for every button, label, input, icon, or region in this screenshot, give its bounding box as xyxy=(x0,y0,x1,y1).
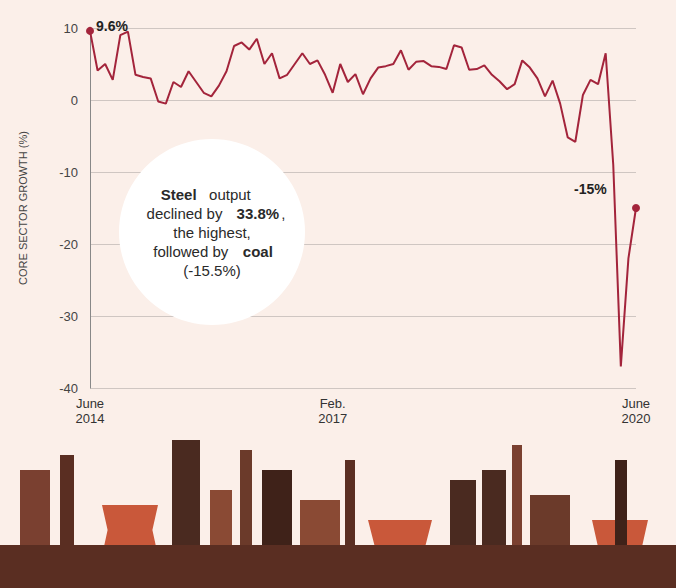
svg-text:9.6%: 9.6% xyxy=(96,18,128,34)
svg-text:-40: -40 xyxy=(59,381,78,396)
svg-text:-15%: -15% xyxy=(574,181,607,197)
svg-text:coal: coal xyxy=(243,243,273,260)
svg-text:2020: 2020 xyxy=(622,411,651,426)
svg-text:output: output xyxy=(205,186,255,203)
svg-text:-30: -30 xyxy=(59,309,78,324)
svg-text:-10: -10 xyxy=(59,165,78,180)
svg-text:June: June xyxy=(622,396,650,411)
svg-text:CORE SECTOR GROWTH (%): CORE SECTOR GROWTH (%) xyxy=(17,131,29,285)
svg-text:33.8%: 33.8% xyxy=(237,205,280,222)
svg-text:2014: 2014 xyxy=(76,411,105,426)
svg-text:,: , xyxy=(281,205,285,222)
svg-text:-20: -20 xyxy=(59,237,78,252)
svg-text:June: June xyxy=(76,396,104,411)
svg-text:(-15.5%): (-15.5%) xyxy=(183,262,241,279)
svg-text:2017: 2017 xyxy=(318,411,347,426)
svg-text:declined by: declined by xyxy=(147,205,227,222)
svg-text:Steel: Steel xyxy=(161,186,197,203)
svg-text:0: 0 xyxy=(71,93,78,108)
svg-text:the highest,: the highest, xyxy=(169,224,255,241)
svg-text:followed by: followed by xyxy=(153,243,232,260)
svg-text:Feb.: Feb. xyxy=(320,396,346,411)
svg-text:10: 10 xyxy=(64,21,78,36)
